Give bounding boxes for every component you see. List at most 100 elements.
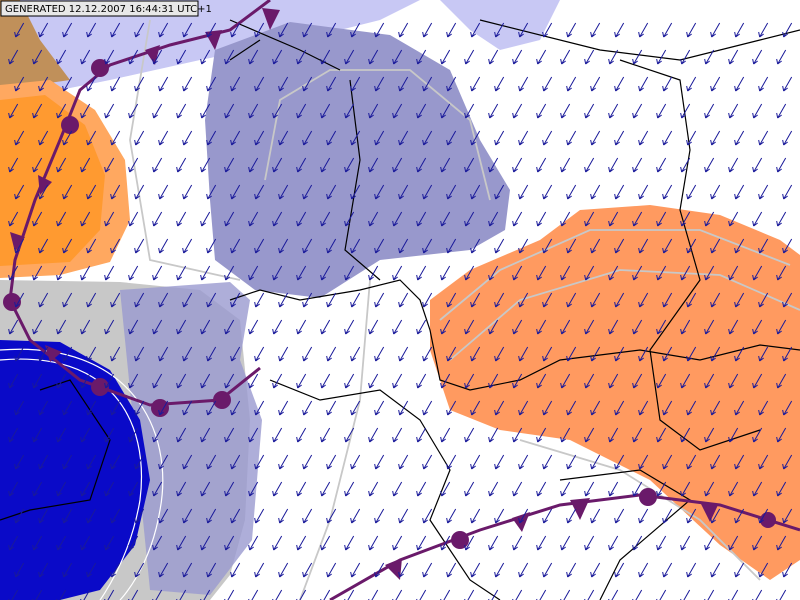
wind-arrow [350, 400, 361, 416]
wind-arrow [512, 373, 523, 389]
wind-arrow [224, 157, 235, 173]
wind-arrow [392, 319, 403, 335]
wind-arrow [608, 211, 619, 227]
wind-arrow [176, 373, 187, 389]
border [269, 379, 501, 600]
wind-arrow [752, 265, 763, 281]
wind-arrow [56, 211, 67, 227]
wind-arrow [422, 562, 433, 578]
wind-arrow [368, 535, 379, 551]
wind-arrow [56, 103, 67, 119]
wind-arrow [542, 454, 553, 470]
wind-arrow [422, 400, 433, 416]
wind-arrow [638, 238, 649, 254]
warm-front-symbol [451, 531, 469, 549]
wind-arrow [542, 130, 553, 146]
blue-area [0, 340, 150, 600]
wind-arrow [752, 157, 763, 173]
wind-arrow [464, 157, 475, 173]
wind-arrow [518, 346, 529, 362]
wind-arrow [758, 562, 769, 578]
wind-arrow [224, 49, 235, 65]
cold-front-symbol [700, 502, 718, 522]
wind-arrow [62, 76, 73, 92]
wind-arrow [254, 400, 265, 416]
wind-arrow [206, 292, 217, 308]
wind-arrow [638, 346, 649, 362]
wind-arrow [560, 49, 571, 65]
wind-arrow [566, 184, 577, 200]
wind-arrow [392, 49, 403, 65]
wind-arrow [590, 22, 601, 38]
wind-arrow [278, 562, 289, 578]
wind-arrow [248, 535, 259, 551]
wind-arrow [728, 535, 739, 551]
wind-arrow [110, 130, 121, 146]
wind-arrow [62, 562, 73, 578]
wind-arrow [374, 76, 385, 92]
wind-arrow [680, 427, 691, 443]
wind-arrow [734, 508, 745, 524]
wind-arrow [8, 157, 19, 173]
wind-arrow [158, 292, 169, 308]
wind-arrow [446, 562, 457, 578]
wind-arrow [710, 292, 721, 308]
wind-arrow [710, 454, 721, 470]
isobar [0, 348, 164, 600]
wind-arrow [416, 535, 427, 551]
wind-arrow [494, 454, 505, 470]
wind-arrow [8, 103, 19, 119]
wind-arrow [512, 49, 523, 65]
wind-arrow [704, 373, 715, 389]
wind-arrow [512, 319, 523, 335]
wind-arrow [758, 292, 769, 308]
wind-arrow [542, 346, 553, 362]
wind-arrow [230, 346, 241, 362]
wind-arrow [566, 400, 577, 416]
wind-arrow [440, 319, 451, 335]
wind-arrow [782, 76, 793, 92]
wind-arrow [320, 427, 331, 443]
wind-arrow [776, 535, 787, 551]
wind-arrow [374, 184, 385, 200]
wind-arrow [662, 76, 673, 92]
wind-arrow [254, 562, 265, 578]
wind-arrow [638, 562, 649, 578]
wind-arrow [350, 76, 361, 92]
wind-arrow [56, 319, 67, 335]
wind-arrow [710, 562, 721, 578]
wind-arrow [584, 535, 595, 551]
wind-arrow [62, 238, 73, 254]
wind-arrow [326, 562, 337, 578]
wind-arrow [326, 508, 337, 524]
wind-arrow [248, 157, 259, 173]
wind-arrow [542, 400, 553, 416]
wind-arrow [470, 238, 481, 254]
wind-arrow [710, 508, 721, 524]
wind-arrow [32, 103, 43, 119]
wind-arrow [512, 481, 523, 497]
wind-arrow [470, 292, 481, 308]
wind-arrow [734, 454, 745, 470]
wind-arrow [440, 373, 451, 389]
wind-arrow [518, 508, 529, 524]
wind-arrow [86, 562, 97, 578]
isobar [0, 358, 143, 600]
wind-arrow [56, 427, 67, 443]
wind-arrow [56, 265, 67, 281]
wind-arrow [734, 562, 745, 578]
wind-arrow [344, 319, 355, 335]
wind-arrow [416, 157, 427, 173]
wind-arrow [302, 292, 313, 308]
coastline [229, 19, 341, 71]
wind-arrow [590, 400, 601, 416]
wind-arrow [80, 319, 91, 335]
wind-arrow [686, 400, 697, 416]
wind-arrow [248, 481, 259, 497]
wind-arrow [518, 292, 529, 308]
wind-arrow [182, 184, 193, 200]
wind-arrow [488, 319, 499, 335]
wind-arrow [632, 211, 643, 227]
wind-arrow [230, 130, 241, 146]
wind-arrow [56, 49, 67, 65]
